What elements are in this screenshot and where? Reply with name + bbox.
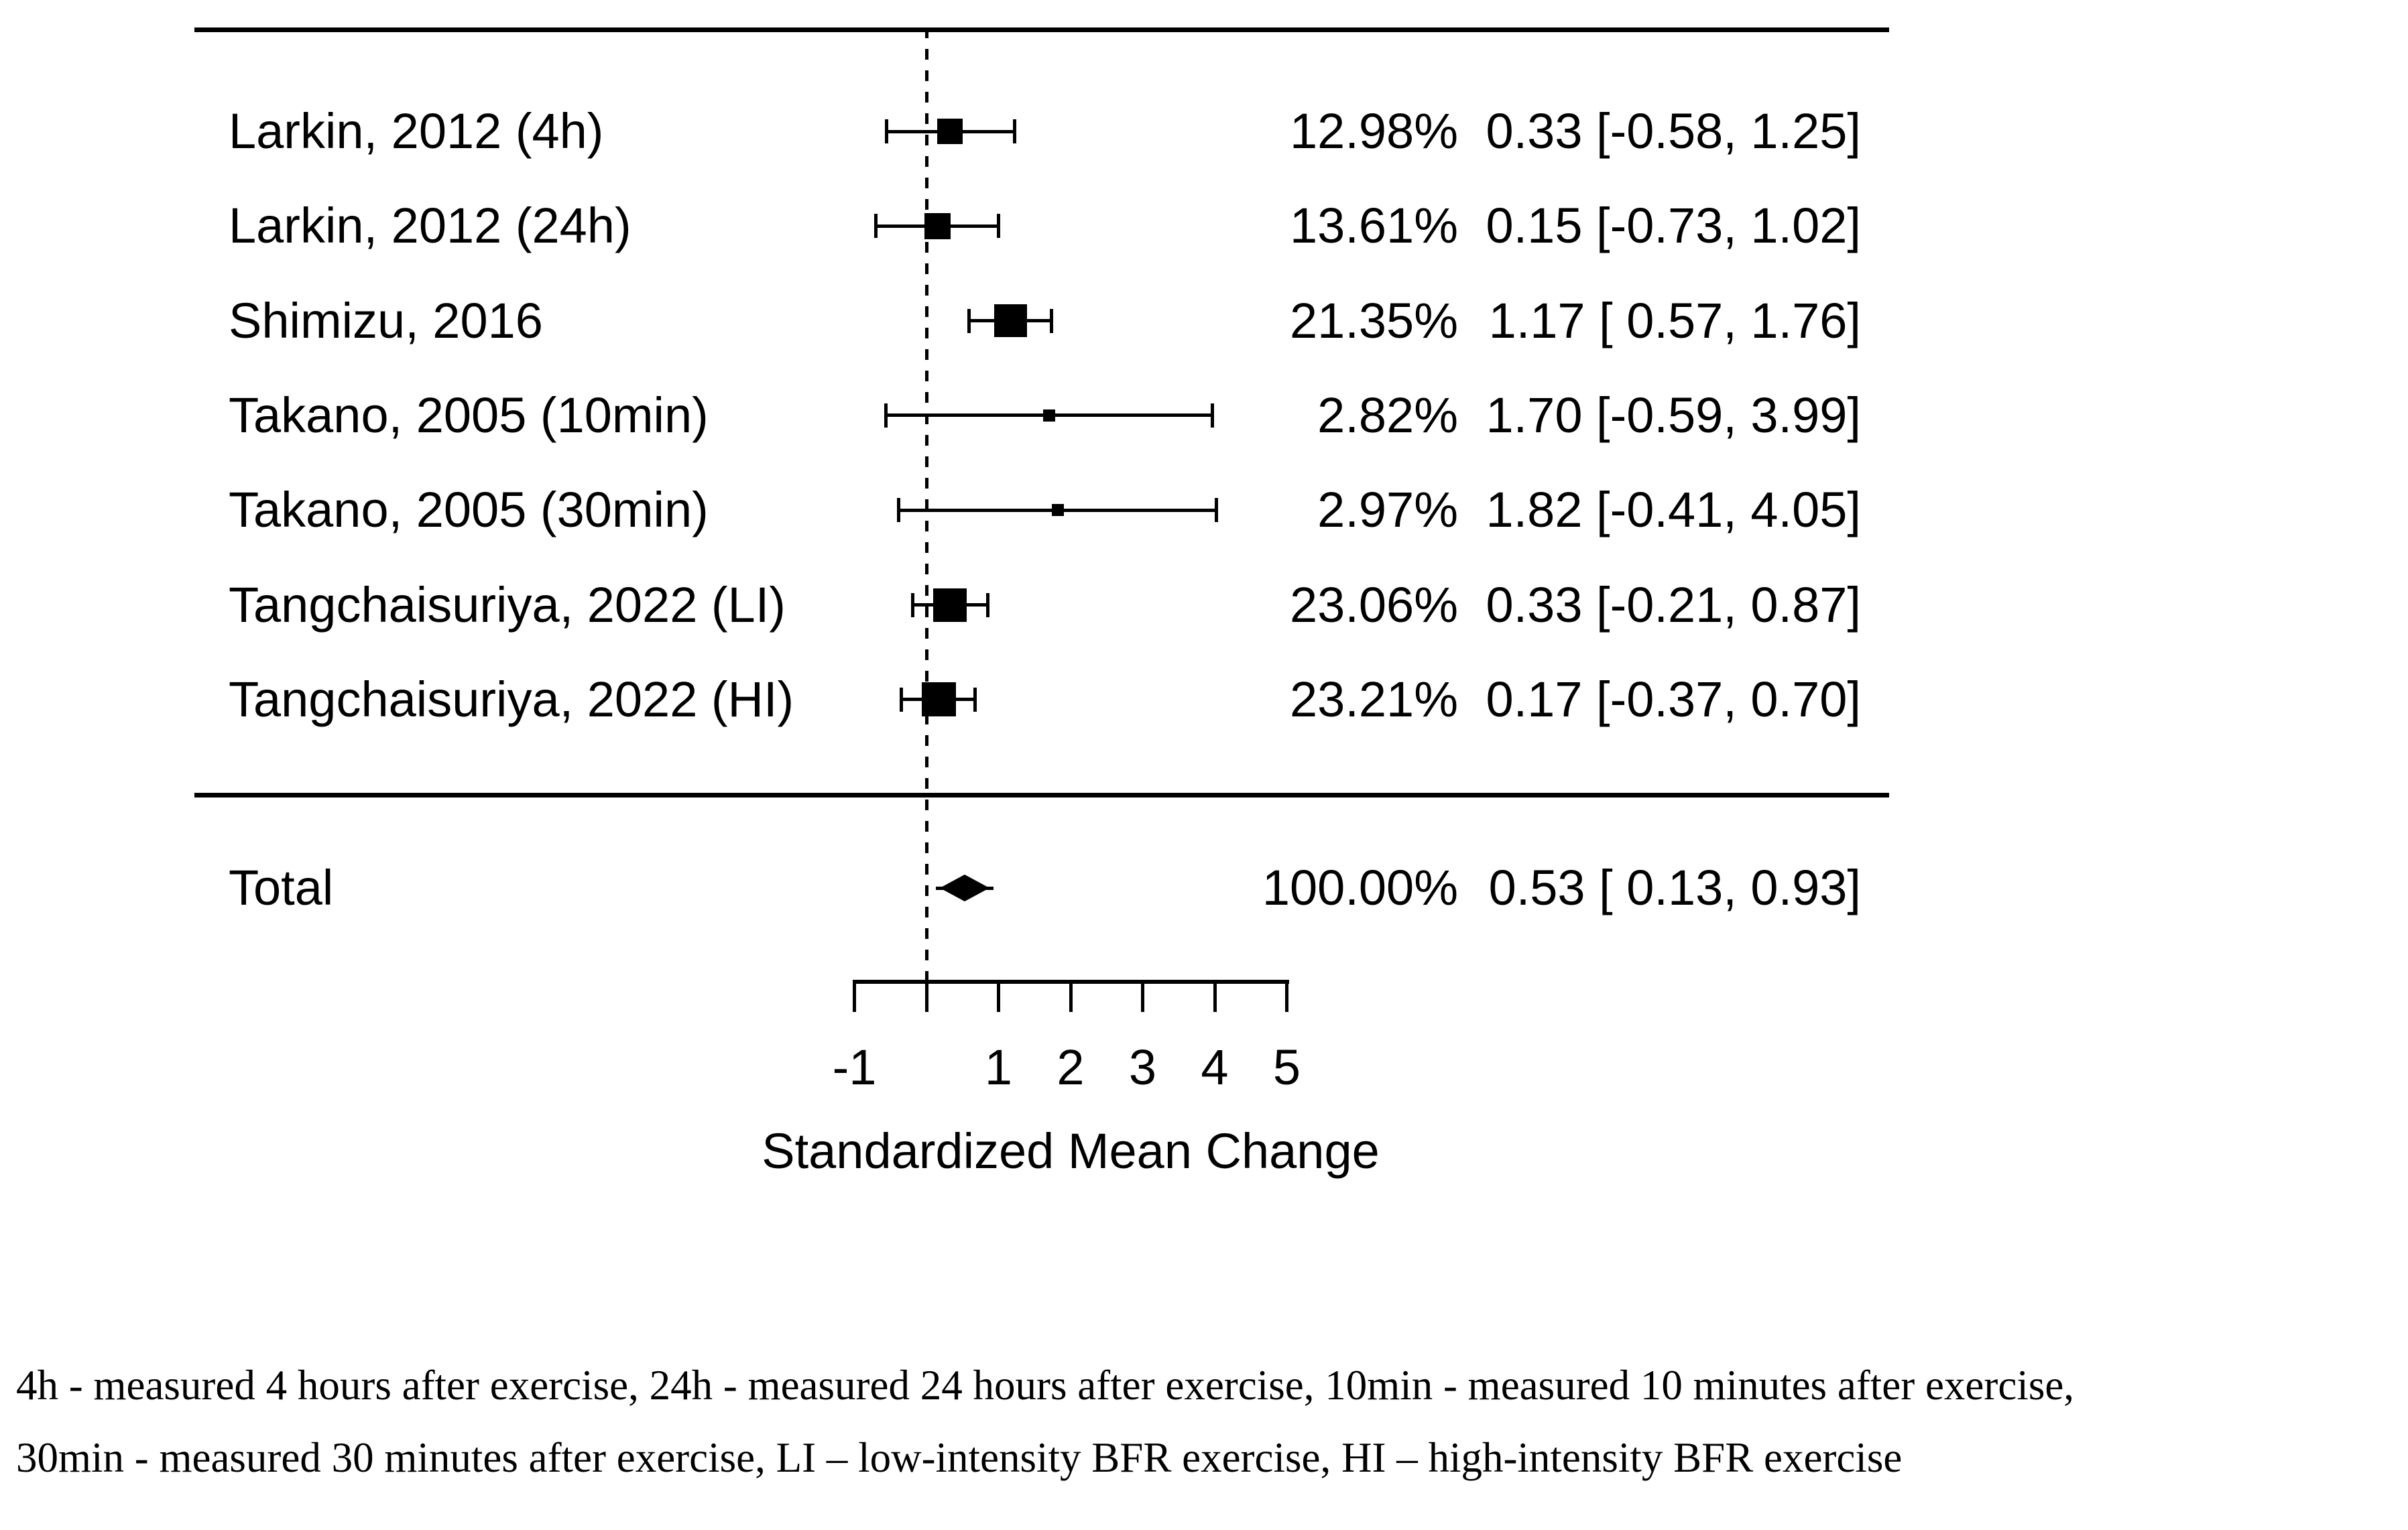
x-axis-tick [1213,980,1217,1012]
ci-cap-left [900,687,904,712]
ci-cap-right [1215,498,1219,523]
weight-percent: 23.21% [1290,671,1458,727]
study-label: Larkin, 2012 (4h) [229,103,604,159]
study-label: Tangchaisuriya, 2022 (HI) [229,671,794,727]
zero-reference-line [925,27,928,980]
x-axis-tick [1285,980,1288,1012]
x-axis-title: Standardized Mean Change [762,1123,1380,1179]
footnote-line: 4h - measured 4 hours after exercise, 24… [16,1362,2075,1409]
ci-cap-right [1013,119,1017,143]
ci-cap-right [1210,403,1214,428]
estimate-ci-text: 0.53 [ 0.13, 0.93] [1488,860,1861,915]
x-axis-tick [1069,980,1073,1012]
estimate-ci-text: 1.17 [ 0.57, 1.76] [1488,292,1861,348]
ci-cap-left [884,403,888,428]
estimate-square [1051,504,1064,517]
estimate-ci-text: 1.82 [-0.41, 4.05] [1486,482,1861,538]
estimate-ci-text: 0.33 [-0.21, 0.87] [1486,576,1861,633]
ci-cap-right [996,214,1000,239]
ci-cap-left [911,592,915,617]
x-axis-tick-label: -1 [832,1039,877,1095]
weight-percent: 23.06% [1290,576,1458,633]
ci-cap-right [1050,308,1054,333]
ci-cap-right [973,687,977,712]
footnote-line: 30min - measured 30 minutes after exerci… [16,1434,1903,1481]
estimate-square [933,588,967,622]
study-label: Shimizu, 2016 [229,292,543,348]
weight-percent: 2.82% [1317,387,1458,443]
summary-diamond [939,875,989,901]
top-rule [194,27,1889,32]
weight-percent: 12.98% [1290,103,1458,159]
study-label: Takano, 2005 (30min) [229,482,709,538]
x-axis-tick [1141,980,1144,1012]
x-axis-tick-label: 1 [984,1039,1013,1095]
ci-cap-left [874,214,878,239]
estimate-ci-text: 1.70 [-0.59, 3.99] [1486,387,1861,443]
separator-rule [194,793,1889,798]
estimate-square [924,212,951,239]
ci-cap-left [884,119,888,143]
study-label: Takano, 2005 (10min) [229,387,709,443]
ci-cap-left [896,498,900,523]
weight-percent: 21.35% [1290,292,1458,348]
estimate-square [1042,409,1055,422]
x-axis-tick-label: 5 [1272,1039,1301,1095]
x-axis-tick-label: 4 [1201,1039,1229,1095]
x-axis-tick [853,980,856,1012]
x-axis-tick-label: 3 [1128,1039,1157,1095]
x-axis-tick [924,980,928,1012]
estimate-ci-text: 0.17 [-0.37, 0.70] [1486,671,1861,727]
estimate-square [994,304,1028,338]
estimate-square [921,682,956,717]
weight-percent: 13.61% [1290,198,1458,254]
weight-percent: 2.97% [1317,482,1458,538]
weight-percent: 100.00% [1262,860,1458,915]
estimate-square [937,119,963,144]
total-label: Total [229,860,334,915]
ci-cap-left [967,308,971,333]
x-axis-tick [997,980,1000,1012]
ci-cap-right [985,592,989,617]
estimate-ci-text: 0.15 [-0.73, 1.02] [1486,198,1861,254]
estimate-ci-text: 0.33 [-0.58, 1.25] [1486,103,1861,159]
study-label: Tangchaisuriya, 2022 (LI) [229,576,786,633]
x-axis-tick-label: 2 [1057,1039,1085,1095]
study-label: Larkin, 2012 (24h) [229,198,631,254]
